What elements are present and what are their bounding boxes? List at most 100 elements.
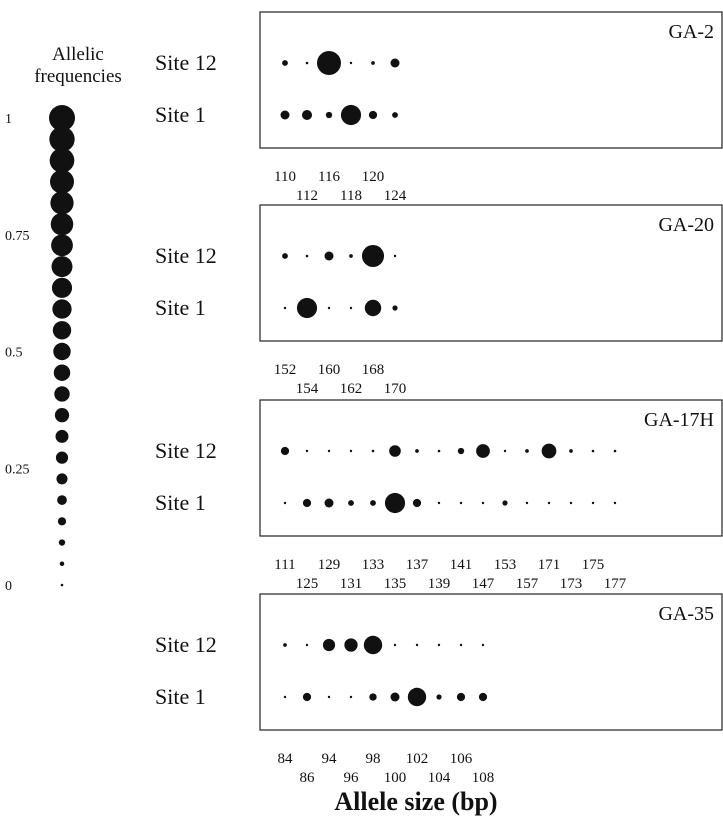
site-label: Site 12 xyxy=(155,632,217,657)
x-tick-label: 98 xyxy=(366,751,381,767)
allele-frequency-dot xyxy=(327,306,331,310)
allele-frequency-dot xyxy=(407,687,427,707)
legend-circle xyxy=(57,517,67,526)
panel-frame xyxy=(259,204,723,342)
allele-frequency-dot xyxy=(349,254,353,258)
x-tick-label: 175 xyxy=(582,557,605,573)
site-label: Site 12 xyxy=(155,243,217,268)
site-label: Site 1 xyxy=(155,490,206,515)
allele-frequency-dot xyxy=(371,449,375,453)
allele-frequency-dot xyxy=(349,61,353,65)
allele-frequency-dot xyxy=(363,635,383,655)
legend-circle xyxy=(51,256,73,278)
allele-frequency-dot xyxy=(613,449,617,453)
site-label: Site 1 xyxy=(155,102,206,127)
allele-frequency-dot xyxy=(349,306,353,310)
locus-label: GA-20 xyxy=(658,214,714,236)
allele-frequency-dot xyxy=(476,444,490,458)
x-tick-label: 102 xyxy=(406,751,429,767)
site-label: Site 1 xyxy=(155,295,206,320)
allele-frequency-dot xyxy=(301,109,313,121)
allele-frequency-dot xyxy=(415,449,419,453)
allele-frequency-dot xyxy=(327,695,331,699)
allele-frequency-dot xyxy=(324,498,334,508)
allele-frequency-dot xyxy=(369,693,377,701)
allele-frequency-dot xyxy=(280,110,290,120)
x-tick-label: 160 xyxy=(318,362,341,378)
site-label: Site 1 xyxy=(155,684,206,709)
allele-frequency-dot xyxy=(436,694,442,700)
allele-frequency-dot xyxy=(305,449,309,453)
allele-frequency-dot xyxy=(459,643,463,647)
x-tick-label: 162 xyxy=(340,381,363,397)
allele-frequency-dot xyxy=(456,692,466,702)
legend-circle xyxy=(53,364,71,381)
allele-frequency-dot xyxy=(348,500,354,506)
allele-frequency-dot xyxy=(280,446,290,456)
x-tick-label: 106 xyxy=(450,751,473,767)
x-tick-label: 133 xyxy=(362,557,385,573)
x-tick-label: 96 xyxy=(344,770,360,786)
x-tick-label: 170 xyxy=(384,381,407,397)
allele-frequency-dot xyxy=(305,643,309,647)
x-tick-label: 86 xyxy=(300,770,316,786)
legend-circle xyxy=(53,342,71,361)
legend-circle xyxy=(52,299,72,319)
legend-circle xyxy=(60,583,64,587)
allele-frequency-dot xyxy=(325,111,333,119)
x-tick-label: 141 xyxy=(450,557,473,573)
allele-frequency-dot xyxy=(481,501,485,505)
allele-frequency-dot xyxy=(591,449,595,453)
locus-label: GA-17H xyxy=(644,409,714,431)
allele-frequency-dot xyxy=(349,449,353,453)
allele-frequency-dot xyxy=(317,51,341,75)
allele-frequency-dot xyxy=(371,61,375,65)
x-tick-label: 110 xyxy=(274,169,296,185)
panel-frame xyxy=(259,11,723,149)
panel-frame xyxy=(259,593,723,731)
x-tick-label: 129 xyxy=(318,557,341,573)
allele-frequency-dot xyxy=(392,112,398,118)
legend-circle xyxy=(51,277,73,298)
site-label: Site 12 xyxy=(155,438,217,463)
allele-frequency-dot xyxy=(547,501,551,505)
x-tick-label: 157 xyxy=(516,576,539,592)
allele-frequency-dot xyxy=(283,695,287,699)
allele-frequency-dot xyxy=(305,61,309,65)
allele-frequency-dot xyxy=(370,500,376,506)
legend-circle xyxy=(49,148,75,173)
x-tick-label: 173 xyxy=(560,576,583,592)
allele-frequency-dot xyxy=(478,692,488,702)
x-tick-label: 135 xyxy=(384,576,407,592)
x-tick-label: 100 xyxy=(384,770,407,786)
legend-circle xyxy=(56,473,68,485)
allele-frequency-dot xyxy=(390,692,400,702)
legend-circle xyxy=(55,451,69,464)
allele-frequency-dot xyxy=(437,501,441,505)
allele-frequency-dot xyxy=(322,638,336,652)
allele-frequency-dot xyxy=(591,501,595,505)
allele-frequency-dot xyxy=(502,500,508,506)
allele-frequency-dot xyxy=(459,501,463,505)
legend-circle xyxy=(57,495,67,505)
allele-frequency-dot xyxy=(437,449,441,453)
x-tick-label: 131 xyxy=(340,576,363,592)
allele-frequency-dot xyxy=(569,501,573,505)
legend-tick-label: 0 xyxy=(5,579,12,594)
x-tick-label: 137 xyxy=(406,557,429,573)
x-tick-label: 118 xyxy=(340,188,362,204)
locus-label: GA-2 xyxy=(668,21,714,43)
allele-frequency-dot xyxy=(392,305,398,311)
legend-circle xyxy=(51,234,73,257)
allele-frequency-dot xyxy=(349,695,353,699)
x-tick-label: 153 xyxy=(494,557,517,573)
x-tick-label: 116 xyxy=(318,169,340,185)
allele-frequency-dot xyxy=(569,449,573,453)
allele-frequency-dot xyxy=(503,449,507,453)
allele-frequency-dot xyxy=(302,498,312,508)
allele-frequency-dot xyxy=(481,643,485,647)
